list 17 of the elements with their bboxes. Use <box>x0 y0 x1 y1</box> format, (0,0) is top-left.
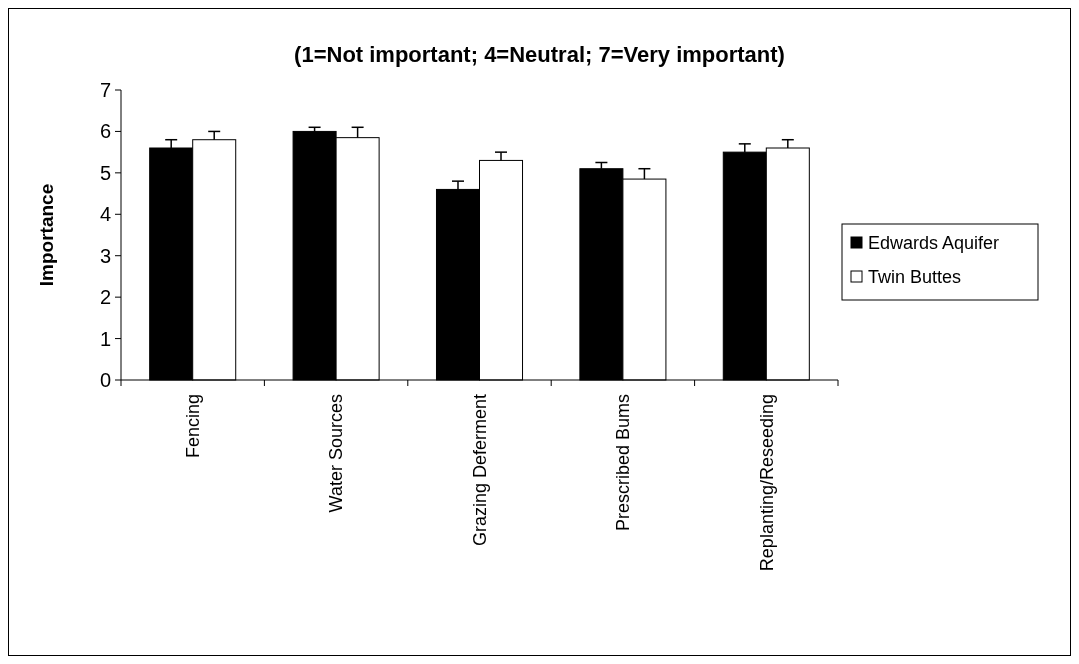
x-tick-label: Water Sources <box>326 394 347 513</box>
y-tick-label: 7 <box>99 79 111 101</box>
y-tick-label: 6 <box>99 120 111 143</box>
legend-label: Edwards Aquifer <box>868 233 1000 254</box>
y-axis-title: Importance <box>36 183 57 287</box>
y-tick-label: 5 <box>99 161 111 184</box>
y-tick-label: 1 <box>99 327 111 350</box>
x-tick-label: Replanting/Reseeding <box>756 394 777 572</box>
chart-title: (1=Not important; 4=Neutral; 7=Very important) <box>294 42 785 67</box>
x-tick-label: Prescribed Bums <box>613 394 634 532</box>
x-tick-label: Fencing <box>183 394 203 459</box>
y-tick-label: 4 <box>99 203 111 226</box>
y-tick-label: 3 <box>99 244 111 267</box>
legend-label: Twin Buttes <box>868 267 962 288</box>
x-tick-label: Grazing Deferment <box>469 394 490 547</box>
y-tick-label: 2 <box>99 286 111 309</box>
y-tick-label: 0 <box>99 369 111 391</box>
